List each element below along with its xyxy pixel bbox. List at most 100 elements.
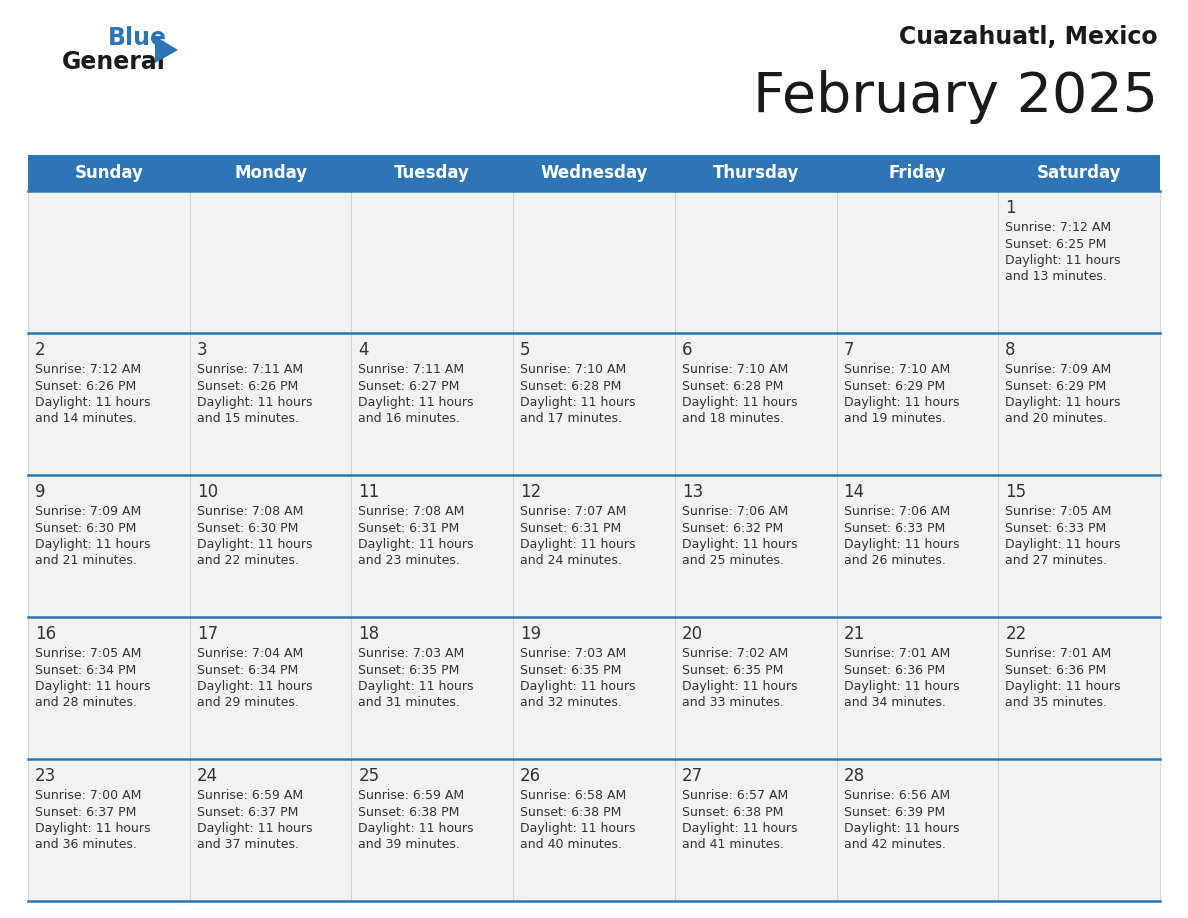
Text: and 35 minutes.: and 35 minutes. [1005, 697, 1107, 710]
Text: 26: 26 [520, 767, 542, 785]
Text: and 39 minutes.: and 39 minutes. [359, 838, 460, 852]
Text: 7: 7 [843, 341, 854, 359]
Text: Daylight: 11 hours: Daylight: 11 hours [682, 396, 797, 409]
Text: 27: 27 [682, 767, 703, 785]
Text: Sunset: 6:28 PM: Sunset: 6:28 PM [682, 379, 783, 393]
Text: Tuesday: Tuesday [394, 164, 470, 182]
Text: and 15 minutes.: and 15 minutes. [197, 412, 298, 426]
Text: 8: 8 [1005, 341, 1016, 359]
Text: Sunrise: 7:06 AM: Sunrise: 7:06 AM [682, 505, 788, 518]
Text: 12: 12 [520, 483, 542, 501]
Text: Sunset: 6:29 PM: Sunset: 6:29 PM [843, 379, 944, 393]
Text: and 37 minutes.: and 37 minutes. [197, 838, 298, 852]
Text: and 21 minutes.: and 21 minutes. [34, 554, 137, 567]
Text: 2: 2 [34, 341, 45, 359]
Text: Sunset: 6:38 PM: Sunset: 6:38 PM [359, 805, 460, 819]
Text: Sunrise: 6:59 AM: Sunrise: 6:59 AM [359, 789, 465, 802]
Text: Sunset: 6:36 PM: Sunset: 6:36 PM [843, 664, 944, 677]
Text: Daylight: 11 hours: Daylight: 11 hours [682, 680, 797, 693]
Text: Sunset: 6:26 PM: Sunset: 6:26 PM [197, 379, 298, 393]
Text: Sunrise: 7:10 AM: Sunrise: 7:10 AM [520, 363, 626, 376]
Text: Sunset: 6:35 PM: Sunset: 6:35 PM [520, 664, 621, 677]
Text: Daylight: 11 hours: Daylight: 11 hours [520, 396, 636, 409]
Text: Daylight: 11 hours: Daylight: 11 hours [197, 822, 312, 835]
Text: 23: 23 [34, 767, 56, 785]
Text: Sunrise: 7:05 AM: Sunrise: 7:05 AM [34, 647, 141, 660]
Text: Sunrise: 7:09 AM: Sunrise: 7:09 AM [1005, 363, 1112, 376]
Text: Sunset: 6:34 PM: Sunset: 6:34 PM [197, 664, 298, 677]
Text: Sunrise: 7:12 AM: Sunrise: 7:12 AM [34, 363, 141, 376]
Text: Saturday: Saturday [1037, 164, 1121, 182]
Text: Sunset: 6:30 PM: Sunset: 6:30 PM [34, 521, 137, 534]
Bar [29, 475, 1159, 617]
Text: Sunrise: 6:58 AM: Sunrise: 6:58 AM [520, 789, 626, 802]
Text: and 27 minutes.: and 27 minutes. [1005, 554, 1107, 567]
Bar [29, 191, 1159, 333]
Text: 16: 16 [34, 625, 56, 643]
Text: and 36 minutes.: and 36 minutes. [34, 838, 137, 852]
Text: Daylight: 11 hours: Daylight: 11 hours [197, 538, 312, 551]
Text: Sunset: 6:30 PM: Sunset: 6:30 PM [197, 521, 298, 534]
Text: Daylight: 11 hours: Daylight: 11 hours [359, 396, 474, 409]
Text: Sunset: 6:28 PM: Sunset: 6:28 PM [520, 379, 621, 393]
Text: Sunrise: 7:03 AM: Sunrise: 7:03 AM [520, 647, 626, 660]
Text: and 33 minutes.: and 33 minutes. [682, 697, 784, 710]
Text: Sunset: 6:35 PM: Sunset: 6:35 PM [359, 664, 460, 677]
Text: Sunrise: 6:59 AM: Sunrise: 6:59 AM [197, 789, 303, 802]
Text: and 17 minutes.: and 17 minutes. [520, 412, 623, 426]
Text: Sunrise: 7:12 AM: Sunrise: 7:12 AM [1005, 221, 1112, 234]
Text: Daylight: 11 hours: Daylight: 11 hours [682, 538, 797, 551]
Bar [29, 333, 1159, 475]
Text: 13: 13 [682, 483, 703, 501]
Text: Cuazahuatl, Mexico: Cuazahuatl, Mexico [899, 25, 1158, 49]
Text: Sunset: 6:39 PM: Sunset: 6:39 PM [843, 805, 944, 819]
Text: 9: 9 [34, 483, 45, 501]
Text: Sunset: 6:38 PM: Sunset: 6:38 PM [520, 805, 621, 819]
Text: Sunset: 6:33 PM: Sunset: 6:33 PM [843, 521, 944, 534]
Bar [29, 759, 1159, 901]
Text: 14: 14 [843, 483, 865, 501]
Text: Sunrise: 7:05 AM: Sunrise: 7:05 AM [1005, 505, 1112, 518]
Text: Monday: Monday [234, 164, 308, 182]
Text: 21: 21 [843, 625, 865, 643]
Text: and 32 minutes.: and 32 minutes. [520, 697, 623, 710]
Text: Daylight: 11 hours: Daylight: 11 hours [34, 680, 151, 693]
Text: and 25 minutes.: and 25 minutes. [682, 554, 784, 567]
Text: and 26 minutes.: and 26 minutes. [843, 554, 946, 567]
Text: Daylight: 11 hours: Daylight: 11 hours [359, 822, 474, 835]
Text: Sunrise: 7:01 AM: Sunrise: 7:01 AM [1005, 647, 1112, 660]
Text: 28: 28 [843, 767, 865, 785]
Text: Sunset: 6:25 PM: Sunset: 6:25 PM [1005, 238, 1107, 251]
Text: Daylight: 11 hours: Daylight: 11 hours [1005, 254, 1120, 267]
Text: Sunset: 6:26 PM: Sunset: 6:26 PM [34, 379, 137, 393]
Bar [29, 617, 1159, 759]
Text: Sunset: 6:35 PM: Sunset: 6:35 PM [682, 664, 783, 677]
Text: and 22 minutes.: and 22 minutes. [197, 554, 298, 567]
Text: Sunrise: 6:57 AM: Sunrise: 6:57 AM [682, 789, 788, 802]
Text: Sunrise: 7:04 AM: Sunrise: 7:04 AM [197, 647, 303, 660]
Bar [29, 155, 1159, 191]
Text: Sunrise: 7:11 AM: Sunrise: 7:11 AM [359, 363, 465, 376]
Text: 10: 10 [197, 483, 217, 501]
Polygon shape [154, 36, 178, 63]
Text: and 23 minutes.: and 23 minutes. [359, 554, 460, 567]
Text: 6: 6 [682, 341, 693, 359]
Text: Sunset: 6:29 PM: Sunset: 6:29 PM [1005, 379, 1106, 393]
Text: Sunset: 6:37 PM: Sunset: 6:37 PM [34, 805, 137, 819]
Text: February 2025: February 2025 [753, 70, 1158, 124]
Text: Daylight: 11 hours: Daylight: 11 hours [34, 822, 151, 835]
Text: 22: 22 [1005, 625, 1026, 643]
Text: Sunset: 6:27 PM: Sunset: 6:27 PM [359, 379, 460, 393]
Text: and 28 minutes.: and 28 minutes. [34, 697, 137, 710]
Text: 18: 18 [359, 625, 379, 643]
Text: and 20 minutes.: and 20 minutes. [1005, 412, 1107, 426]
Text: Daylight: 11 hours: Daylight: 11 hours [359, 680, 474, 693]
Text: Sunrise: 7:11 AM: Sunrise: 7:11 AM [197, 363, 303, 376]
Text: and 16 minutes.: and 16 minutes. [359, 412, 460, 426]
Text: Sunrise: 7:08 AM: Sunrise: 7:08 AM [197, 505, 303, 518]
Text: 3: 3 [197, 341, 208, 359]
Text: Sunrise: 7:03 AM: Sunrise: 7:03 AM [359, 647, 465, 660]
Text: 17: 17 [197, 625, 217, 643]
Text: and 41 minutes.: and 41 minutes. [682, 838, 784, 852]
Text: Daylight: 11 hours: Daylight: 11 hours [843, 680, 959, 693]
